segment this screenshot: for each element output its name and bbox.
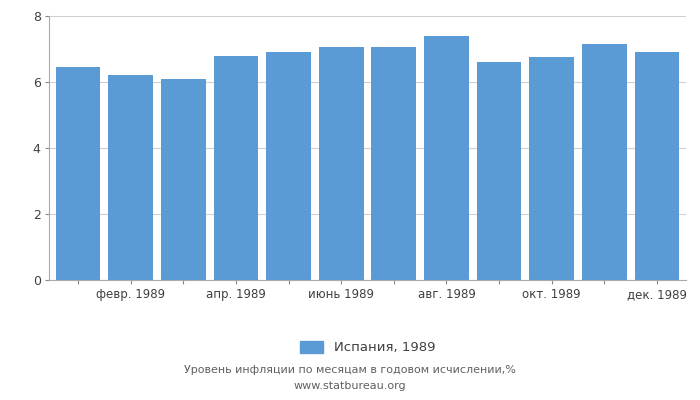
Bar — [266, 52, 311, 280]
Bar — [372, 47, 416, 280]
Bar — [161, 79, 206, 280]
Bar — [529, 57, 574, 280]
Bar — [55, 67, 100, 280]
Bar — [108, 75, 153, 280]
Bar — [582, 44, 626, 280]
Text: www.statbureau.org: www.statbureau.org — [294, 381, 406, 391]
Bar — [477, 62, 522, 280]
Bar — [318, 47, 363, 280]
Text: Уровень инфляции по месяцам в годовом исчислении,%: Уровень инфляции по месяцам в годовом ис… — [184, 365, 516, 375]
Bar — [635, 52, 680, 280]
Legend: Испания, 1989: Испания, 1989 — [293, 334, 442, 361]
Bar — [424, 36, 469, 280]
Bar — [214, 56, 258, 280]
